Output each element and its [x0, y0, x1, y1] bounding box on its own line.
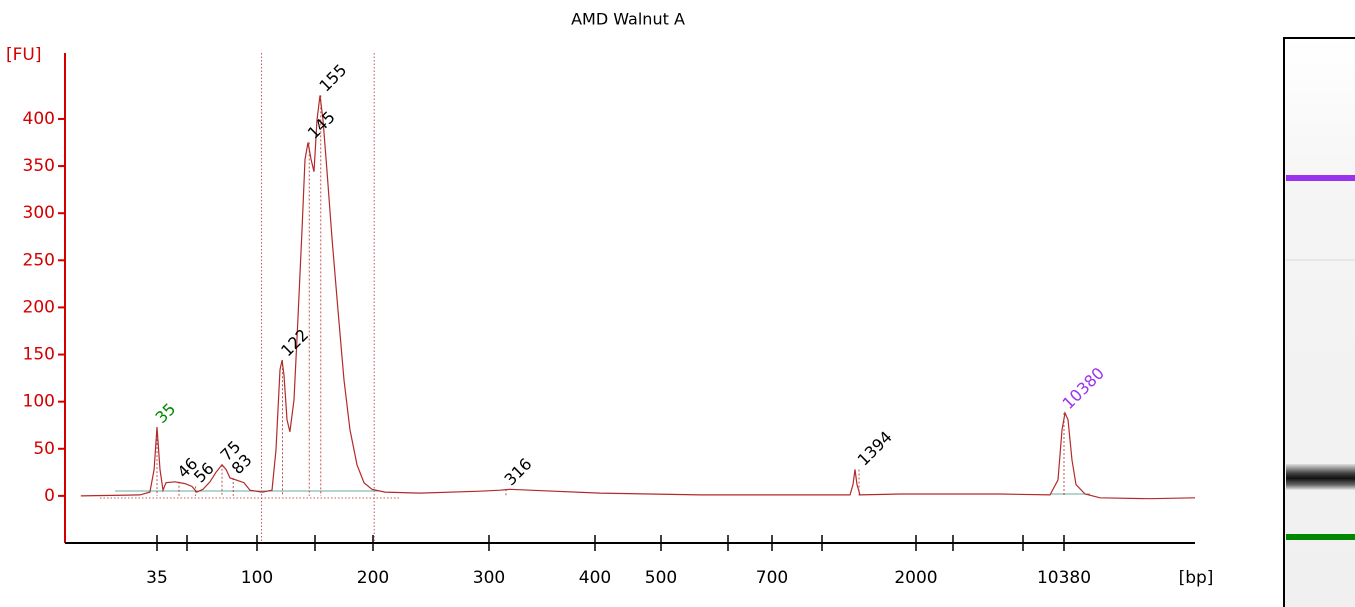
trace-line [80, 95, 1196, 500]
peak-label: 1394 [854, 427, 896, 469]
gel-band-lower-marker [1286, 534, 1355, 540]
gel-band-upper-marker [1286, 175, 1355, 181]
gel-band [1286, 259, 1355, 261]
x-tick-label: 2000 [894, 568, 937, 588]
y-tick-label: 350 [23, 156, 55, 176]
chart-title: AMD Walnut A [571, 10, 685, 29]
y-axis-label: [FU] [6, 45, 42, 65]
y-tick-label: 400 [23, 109, 55, 129]
x-tick-label: 700 [756, 568, 788, 588]
x-tick-label: 10380 [1037, 568, 1091, 588]
peak-label: 316 [501, 454, 536, 489]
gel-background [1283, 37, 1355, 607]
gel-band [1286, 464, 1355, 490]
y-tick-label: 300 [23, 203, 55, 223]
y-tick-label: 250 [23, 250, 55, 270]
x-tick-label: 500 [645, 568, 677, 588]
y-tick-label: 150 [23, 345, 55, 365]
x-axis-label: [bp] [1179, 568, 1214, 588]
gel-lane [1283, 37, 1355, 607]
peak-label: 122 [277, 325, 312, 360]
peak-label: 155 [315, 60, 350, 95]
x-tick-label: 300 [473, 568, 505, 588]
x-tick-label: 200 [357, 568, 389, 588]
y-tick-label: 100 [23, 392, 55, 412]
y-tick-label: 50 [33, 439, 55, 459]
x-tick-label: 400 [579, 568, 611, 588]
x-tick-label: 100 [241, 568, 273, 588]
peak-label: 145 [304, 107, 339, 142]
peak-label: 35 [152, 399, 180, 427]
x-tick-label: 35 [146, 568, 168, 588]
y-tick-label: 0 [44, 486, 55, 506]
y-tick-label: 200 [23, 297, 55, 317]
peak-label: 10380 [1059, 364, 1108, 413]
